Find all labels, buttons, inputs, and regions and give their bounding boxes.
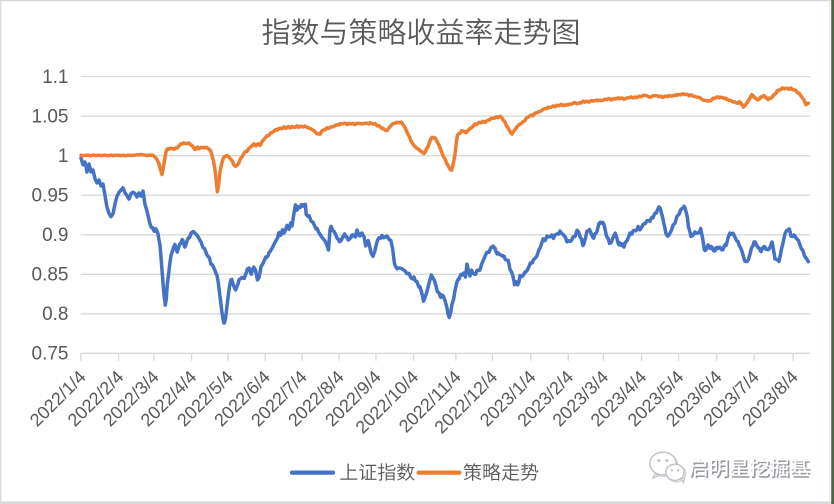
- svg-text:0.75: 0.75: [32, 344, 69, 365]
- svg-text:0.85: 0.85: [32, 265, 69, 286]
- svg-text:1: 1: [58, 146, 69, 167]
- svg-text:0.9: 0.9: [42, 225, 68, 246]
- svg-text:1.1: 1.1: [42, 67, 68, 88]
- svg-text:0.95: 0.95: [32, 186, 69, 207]
- svg-text:0.8: 0.8: [42, 304, 68, 325]
- svg-text:1.05: 1.05: [32, 106, 69, 127]
